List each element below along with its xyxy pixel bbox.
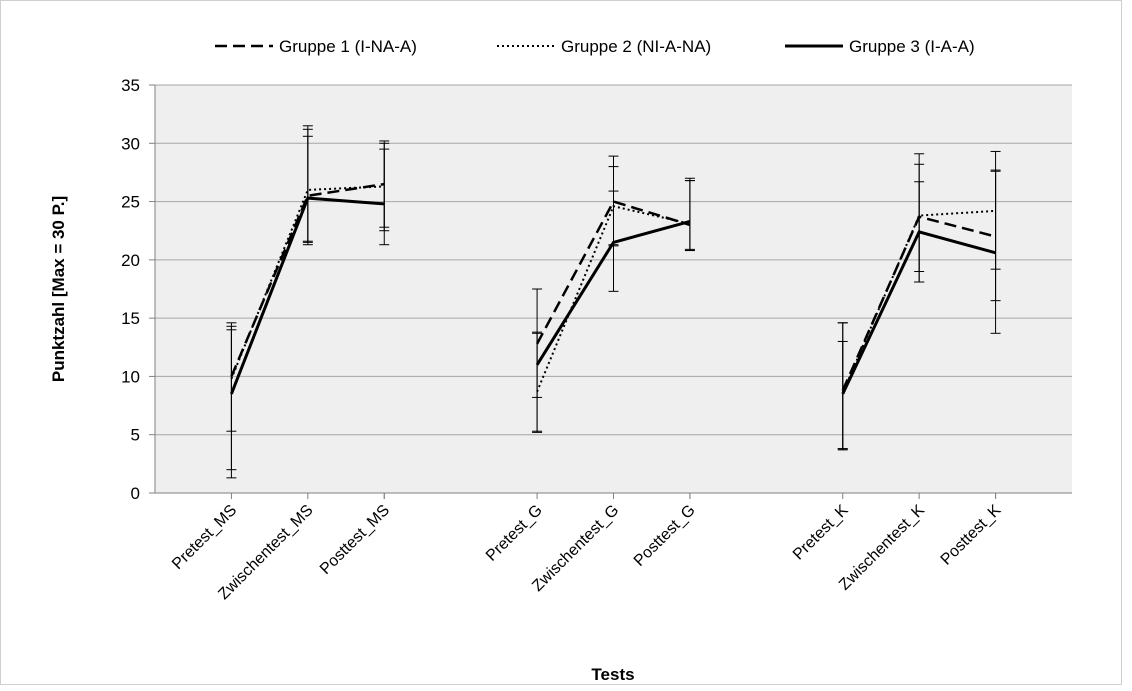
series-line-2 <box>536 205 691 392</box>
y-tick-label: 15 <box>121 309 140 328</box>
legend: Gruppe 1 (I-NA-A) Gruppe 2 (NI-A-NA) Grupp… <box>215 37 975 56</box>
legend-label-1: Gruppe 1 (I-NA-A) <box>279 37 417 56</box>
series-lines <box>230 182 996 395</box>
y-tick-label: 0 <box>131 484 140 503</box>
y-tick-label: 25 <box>121 193 140 212</box>
y-tick-label: 30 <box>121 134 140 153</box>
x-axis-label: Tests <box>591 665 634 684</box>
series-line-1 <box>230 182 385 377</box>
y-tick-label: 35 <box>121 76 140 95</box>
axes <box>149 84 1072 499</box>
y-axis-label: Punktzahl [Max = 30 P.] <box>49 196 68 382</box>
legend-label-2: Gruppe 2 (NI-A-NA) <box>561 37 711 56</box>
y-tick-labels: 0 5 10 15 20 25 30 35 <box>121 76 140 503</box>
legend-label-3: Gruppe 3 (I-A-A) <box>849 37 975 56</box>
series-line-3 <box>535 219 691 366</box>
series-line-3 <box>841 230 996 395</box>
y-tick-label: 5 <box>131 426 140 445</box>
y-tick-label: 10 <box>121 367 140 386</box>
y-tick-label: 20 <box>121 251 140 270</box>
series-line-3 <box>230 196 385 395</box>
